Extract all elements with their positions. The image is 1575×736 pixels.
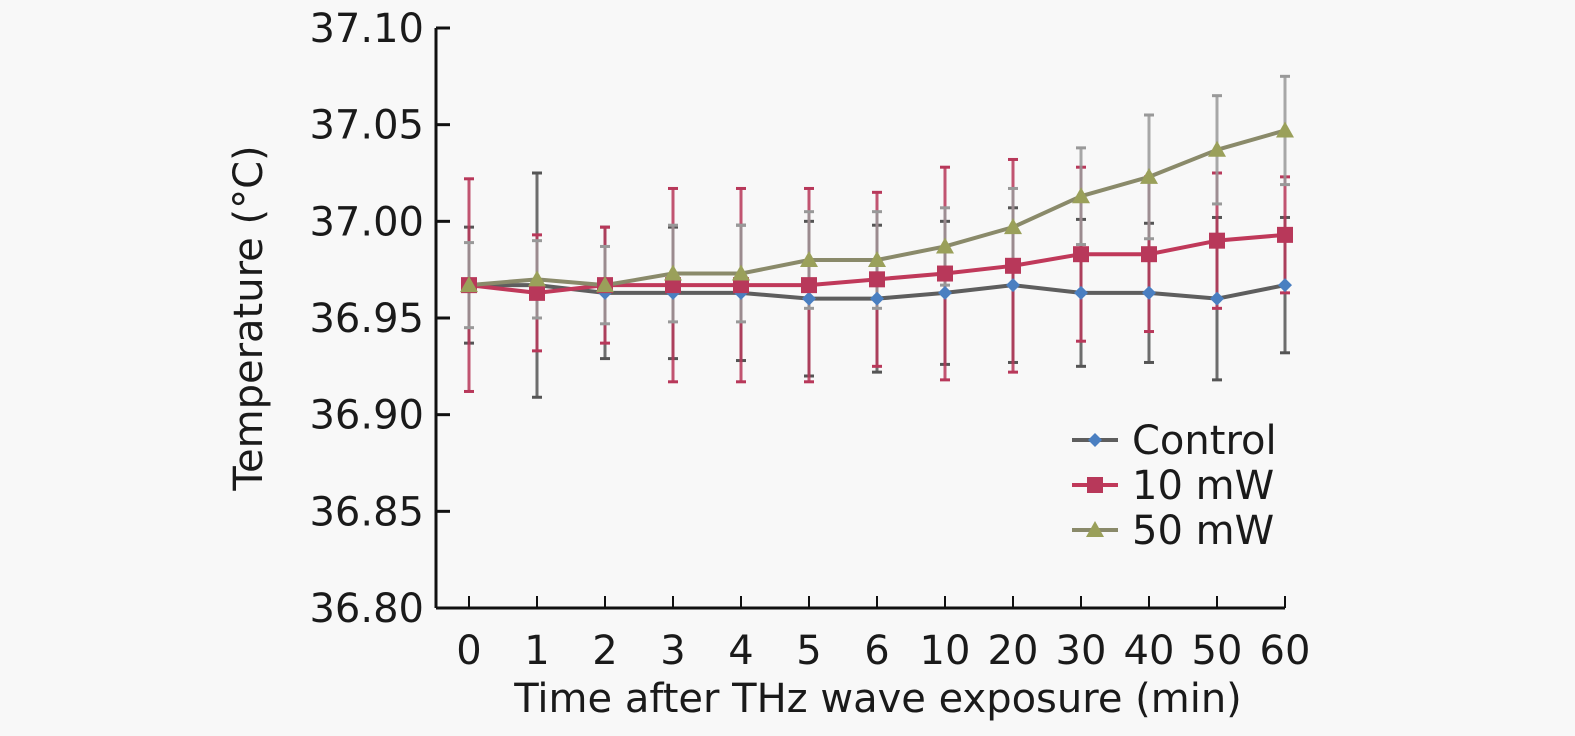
data-point-50-mw [1072,187,1090,204]
data-point-50-mw [1208,140,1226,157]
legend-label: 50 mW [1132,508,1274,554]
data-point-10-mw [937,265,953,282]
data-point-control [1210,291,1224,306]
data-point-10-mw [801,277,817,294]
data-point-50-mw [596,276,614,293]
legend-label: 10 mW [1132,463,1274,509]
data-point-50-mw [732,264,750,281]
data-point-control [870,291,884,306]
x-axis-ticks: 0 1 2 3 4 5 6 10 20 30 40 50 60 [456,596,1310,674]
legend-marker-50-mw [1086,521,1104,537]
data-point-10-mw [1005,257,1021,274]
data-point-control [1006,278,1020,293]
x-tick-label: 0 [456,628,481,674]
data-point-control [1074,285,1088,300]
data-point-50-mw [1276,121,1294,138]
data-point-50-mw [800,251,818,267]
data-point-10-mw [665,277,681,294]
data-point-control [1142,285,1156,300]
x-tick-label: 40 [1124,628,1175,674]
y-tick-label: 36.95 [309,296,424,342]
data-point-50-mw [664,264,682,281]
data-point-control [938,285,952,300]
data-point-control [1278,278,1292,293]
data-point-10-mw [1073,246,1089,263]
x-tick-label: 6 [864,628,889,674]
y-tick-label: 36.85 [309,489,424,535]
x-tick-label: 4 [728,628,753,674]
y-tick-label: 37.05 [309,103,424,149]
data-point-50-mw [936,237,954,254]
x-tick-label: 50 [1192,628,1243,674]
x-axis-title: Time after THz wave exposure (min) [513,676,1242,722]
y-tick-label: 37.00 [309,199,424,245]
error-bars [464,74,1290,399]
data-point-10-mw [733,277,749,294]
data-point-10-mw [529,284,545,301]
legend-marker-control [1088,433,1102,447]
x-tick-label: 1 [524,628,549,674]
y-tick-label: 36.80 [309,586,424,632]
series-markers [460,121,1294,306]
data-point-50-mw [460,276,478,293]
y-axis-title: Temperature (°C) [226,145,272,491]
data-point-10-mw [1141,246,1157,263]
data-point-control [802,291,816,306]
y-axis-ticks: 36.80 36.85 36.90 36.95 37.00 37.05 37.10 [309,6,450,632]
y-tick-label: 37.10 [309,6,424,52]
data-point-10-mw [1277,226,1293,243]
data-point-50-mw [1004,218,1022,235]
x-tick-label: 2 [592,628,617,674]
data-point-50-mw [528,270,546,287]
data-point-10-mw [869,271,885,288]
data-point-50-mw [868,251,886,267]
data-point-50-mw [1140,167,1158,184]
legend-label: Control [1132,418,1277,464]
data-point-10-mw [1209,232,1225,249]
x-tick-label: 20 [988,628,1039,674]
legend-marker-10-mw [1087,477,1103,493]
y-tick-label: 36.90 [309,393,424,439]
x-tick-label: 30 [1056,628,1107,674]
x-tick-label: 60 [1260,628,1311,674]
x-tick-label: 3 [660,628,685,674]
x-tick-label: 10 [920,628,971,674]
x-tick-label: 5 [796,628,821,674]
